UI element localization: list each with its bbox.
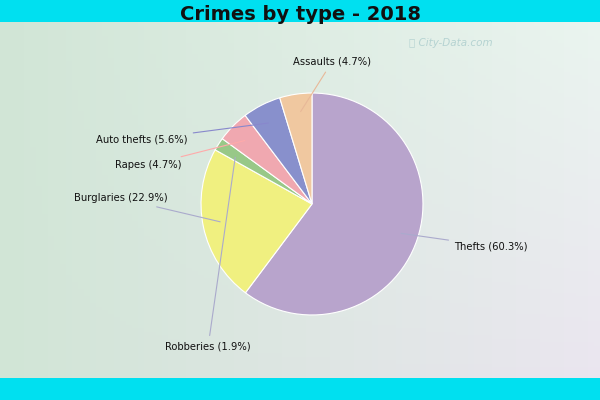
Text: Rapes (4.7%): Rapes (4.7%) <box>115 140 245 170</box>
Text: Assaults (4.7%): Assaults (4.7%) <box>293 57 371 112</box>
Text: ⓘ City-Data.com: ⓘ City-Data.com <box>409 38 493 48</box>
Wedge shape <box>245 98 312 204</box>
Text: Auto thefts (5.6%): Auto thefts (5.6%) <box>96 123 268 145</box>
Wedge shape <box>201 150 312 293</box>
Wedge shape <box>280 93 312 204</box>
Wedge shape <box>215 139 312 204</box>
Text: Robberies (1.9%): Robberies (1.9%) <box>166 157 251 351</box>
Wedge shape <box>222 116 312 204</box>
Text: Thefts (60.3%): Thefts (60.3%) <box>401 233 527 251</box>
Wedge shape <box>245 93 423 315</box>
Text: Crimes by type - 2018: Crimes by type - 2018 <box>179 4 421 24</box>
Text: Burglaries (22.9%): Burglaries (22.9%) <box>74 194 220 222</box>
